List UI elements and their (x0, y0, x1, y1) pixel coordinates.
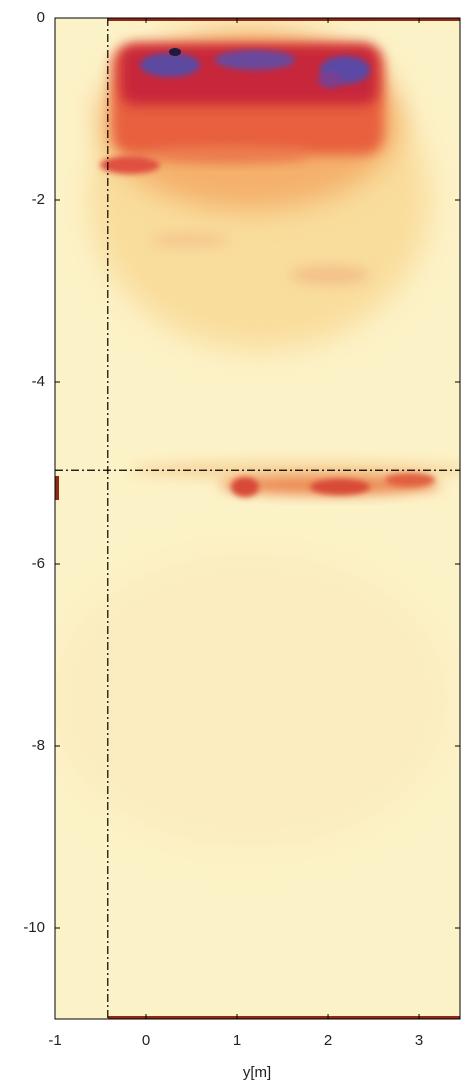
x-tick-label: -1 (48, 1032, 61, 1049)
heatmap-image (55, 18, 460, 1019)
y-tick-label: -6 (32, 555, 45, 572)
x-axis-label: y[m] (243, 1064, 271, 1081)
x-tick-label: 1 (233, 1032, 241, 1049)
y-tick-label: -8 (32, 737, 45, 754)
plot-frame (54, 17, 461, 1020)
y-tick-label: -2 (32, 191, 45, 208)
axes (54, 17, 461, 1020)
y-tick-label: -10 (23, 919, 45, 936)
x-tick-label: 2 (324, 1032, 332, 1049)
y-tick-label: -4 (32, 373, 45, 390)
y-tick-label: 0 (37, 9, 45, 26)
x-tick-label: 0 (142, 1032, 150, 1049)
x-tick-label: 3 (415, 1032, 423, 1049)
